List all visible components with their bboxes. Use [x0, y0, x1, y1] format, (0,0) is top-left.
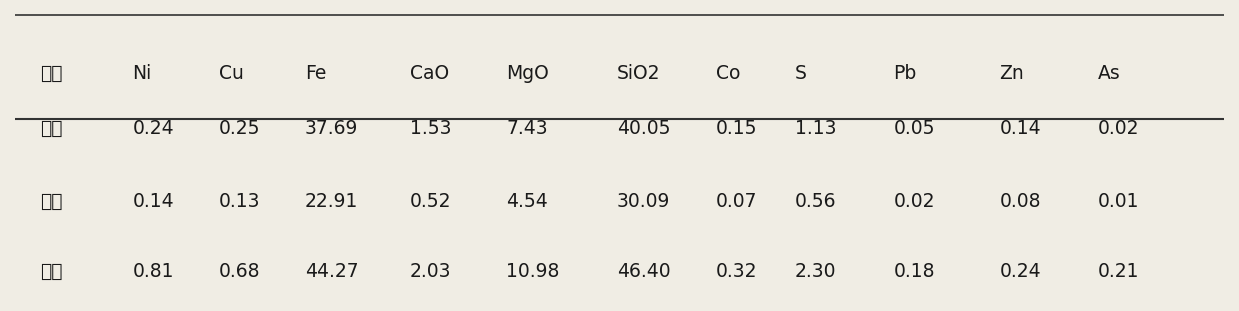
Text: 0.14: 0.14 [133, 192, 173, 211]
Text: 44.27: 44.27 [305, 262, 358, 281]
Text: MgO: MgO [506, 63, 549, 82]
Text: 0.21: 0.21 [1098, 262, 1140, 281]
Text: 0.13: 0.13 [218, 192, 260, 211]
Text: 0.18: 0.18 [893, 262, 934, 281]
Text: 0.25: 0.25 [218, 118, 260, 137]
Text: 0.68: 0.68 [218, 262, 260, 281]
Text: 40.05: 40.05 [617, 118, 670, 137]
Text: Co: Co [716, 63, 740, 82]
Text: 元素: 元素 [40, 63, 62, 82]
Text: 平均: 平均 [40, 118, 62, 137]
Text: 0.52: 0.52 [410, 192, 451, 211]
Text: Cu: Cu [218, 63, 244, 82]
Text: 10.98: 10.98 [506, 262, 559, 281]
Text: 最低: 最低 [40, 192, 62, 211]
Text: Zn: Zn [1000, 63, 1025, 82]
Text: 46.40: 46.40 [617, 262, 670, 281]
Text: As: As [1098, 63, 1121, 82]
Text: 0.24: 0.24 [1000, 262, 1041, 281]
Text: 0.24: 0.24 [133, 118, 173, 137]
Text: 0.02: 0.02 [1098, 118, 1140, 137]
Text: 最高: 最高 [40, 262, 62, 281]
Text: 2.30: 2.30 [794, 262, 836, 281]
Text: 7.43: 7.43 [506, 118, 548, 137]
Text: 0.08: 0.08 [1000, 192, 1041, 211]
Text: Ni: Ni [133, 63, 151, 82]
Text: 0.05: 0.05 [893, 118, 934, 137]
Text: 0.01: 0.01 [1098, 192, 1140, 211]
Text: CaO: CaO [410, 63, 449, 82]
Text: 0.32: 0.32 [716, 262, 757, 281]
Text: 0.56: 0.56 [794, 192, 836, 211]
Text: 0.02: 0.02 [893, 192, 934, 211]
Text: 4.54: 4.54 [506, 192, 548, 211]
Text: 0.15: 0.15 [716, 118, 757, 137]
Text: 0.07: 0.07 [716, 192, 757, 211]
Text: 1.53: 1.53 [410, 118, 451, 137]
Text: 30.09: 30.09 [617, 192, 670, 211]
Text: 0.81: 0.81 [133, 262, 173, 281]
Text: Pb: Pb [893, 63, 917, 82]
Text: S: S [794, 63, 807, 82]
Text: 2.03: 2.03 [410, 262, 451, 281]
Text: 1.13: 1.13 [794, 118, 836, 137]
Text: SiO2: SiO2 [617, 63, 660, 82]
Text: 37.69: 37.69 [305, 118, 358, 137]
Text: Fe: Fe [305, 63, 326, 82]
Text: 0.14: 0.14 [1000, 118, 1041, 137]
Text: 22.91: 22.91 [305, 192, 358, 211]
